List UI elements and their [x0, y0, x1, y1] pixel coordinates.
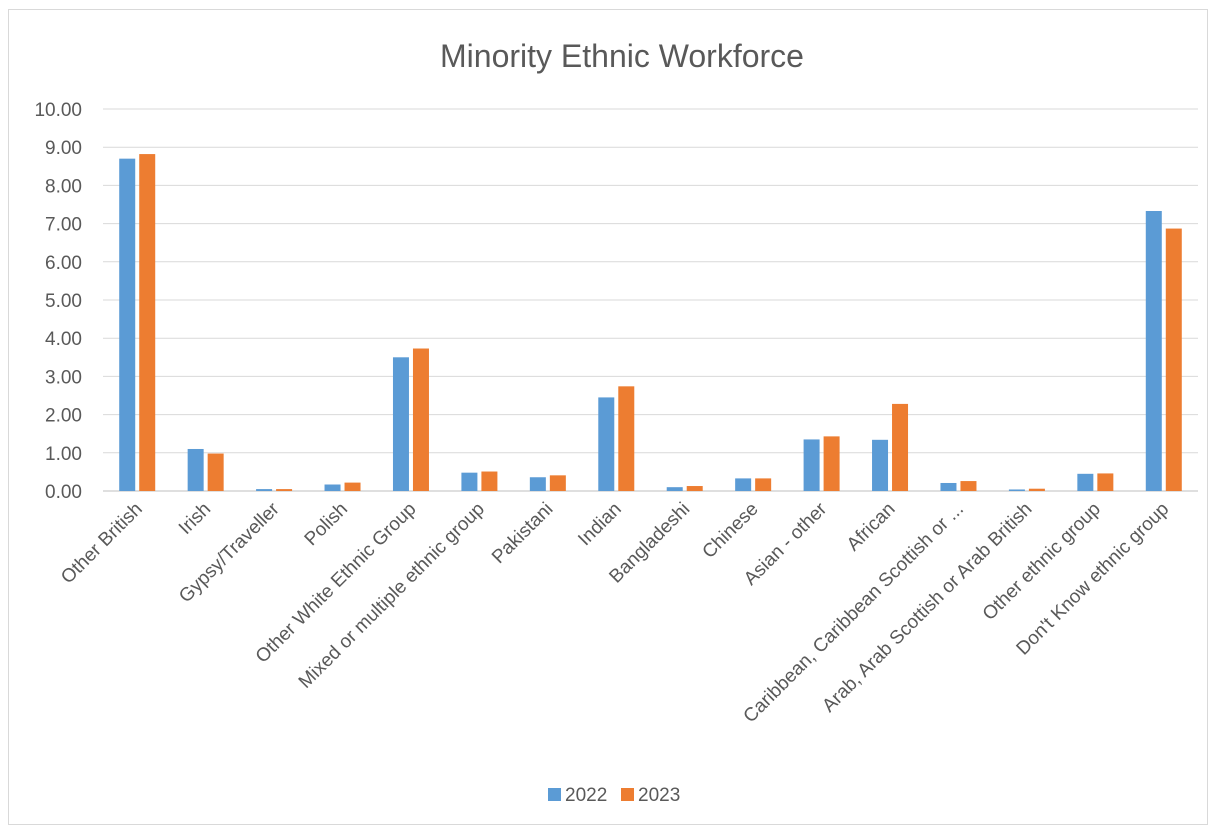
category-label: Other British — [57, 499, 147, 589]
bar-2022-8 — [598, 397, 615, 491]
bar-2023-6 — [481, 471, 498, 491]
y-tick-label: 4.00 — [45, 329, 82, 350]
bar-2023-3 — [276, 489, 293, 491]
bar-2023-10 — [755, 478, 772, 491]
bar-2023-12 — [892, 403, 909, 491]
bar-2023-5 — [412, 348, 429, 491]
bar-2022-3 — [256, 489, 273, 491]
chart-title: Minority Ethnic Workforce — [440, 38, 804, 74]
bar-2023-14 — [1028, 488, 1045, 491]
category-label: Irish — [175, 499, 215, 539]
bar-2022-12 — [872, 439, 889, 491]
bar-2022-14 — [1008, 489, 1025, 491]
y-tick-label: 5.00 — [45, 291, 82, 312]
bar-2022-1 — [119, 158, 136, 491]
y-tick-label: 9.00 — [45, 138, 82, 159]
bar-2023-2 — [207, 453, 224, 491]
category-label: Polish — [301, 499, 352, 550]
legend-swatch-2022 — [548, 788, 561, 801]
y-tick-label: 2.00 — [45, 406, 82, 427]
gridlines — [103, 108, 1198, 492]
legend-label-2023: 2023 — [638, 785, 680, 806]
bar-2023-16 — [1165, 228, 1182, 492]
bar-2023-8 — [618, 386, 635, 491]
bar-2023-1 — [139, 154, 156, 492]
bar-2022-5 — [392, 357, 409, 491]
y-tick-label: 10.00 — [34, 100, 82, 121]
y-tick-label: 7.00 — [45, 215, 82, 236]
legend: 2022 2023 — [548, 785, 680, 806]
bar-2022-10 — [735, 478, 752, 491]
bar-2023-11 — [823, 436, 840, 491]
bar-2023-4 — [344, 482, 361, 491]
bar-2022-11 — [803, 439, 820, 491]
bar-2022-15 — [1077, 473, 1094, 491]
legend-swatch-2023 — [621, 788, 634, 801]
y-tick-label: 8.00 — [45, 176, 82, 197]
y-tick-label: 3.00 — [45, 367, 82, 388]
bar-2022-13 — [940, 482, 957, 491]
bar-2022-2 — [187, 448, 204, 491]
bar-2023-9 — [686, 486, 703, 491]
y-tick-label: 0.00 — [45, 482, 82, 503]
y-tick-label: 1.00 — [45, 444, 82, 465]
bar-2022-16 — [1145, 210, 1162, 491]
bar-2023-7 — [549, 475, 566, 491]
bars — [119, 154, 1182, 492]
bar-2023-15 — [1097, 473, 1114, 491]
bar-2022-9 — [666, 487, 683, 491]
bar-2023-13 — [960, 481, 977, 491]
y-axis-tick-labels: 0.00 1.00 2.00 3.00 4.00 5.00 6.00 7.00 8.00 9.00… — [34, 100, 82, 503]
y-tick-label: 6.00 — [45, 253, 82, 274]
category-label: Indian — [574, 499, 625, 550]
legend-label-2022: 2022 — [565, 785, 607, 806]
bar-2022-7 — [529, 477, 546, 491]
category-label: Pakistani — [488, 499, 557, 568]
category-label: Other ethnic group — [979, 499, 1105, 625]
bar-2022-6 — [461, 472, 478, 491]
bar-2022-4 — [324, 484, 341, 491]
category-label: Chinese — [699, 499, 763, 563]
category-label: African — [843, 499, 900, 556]
